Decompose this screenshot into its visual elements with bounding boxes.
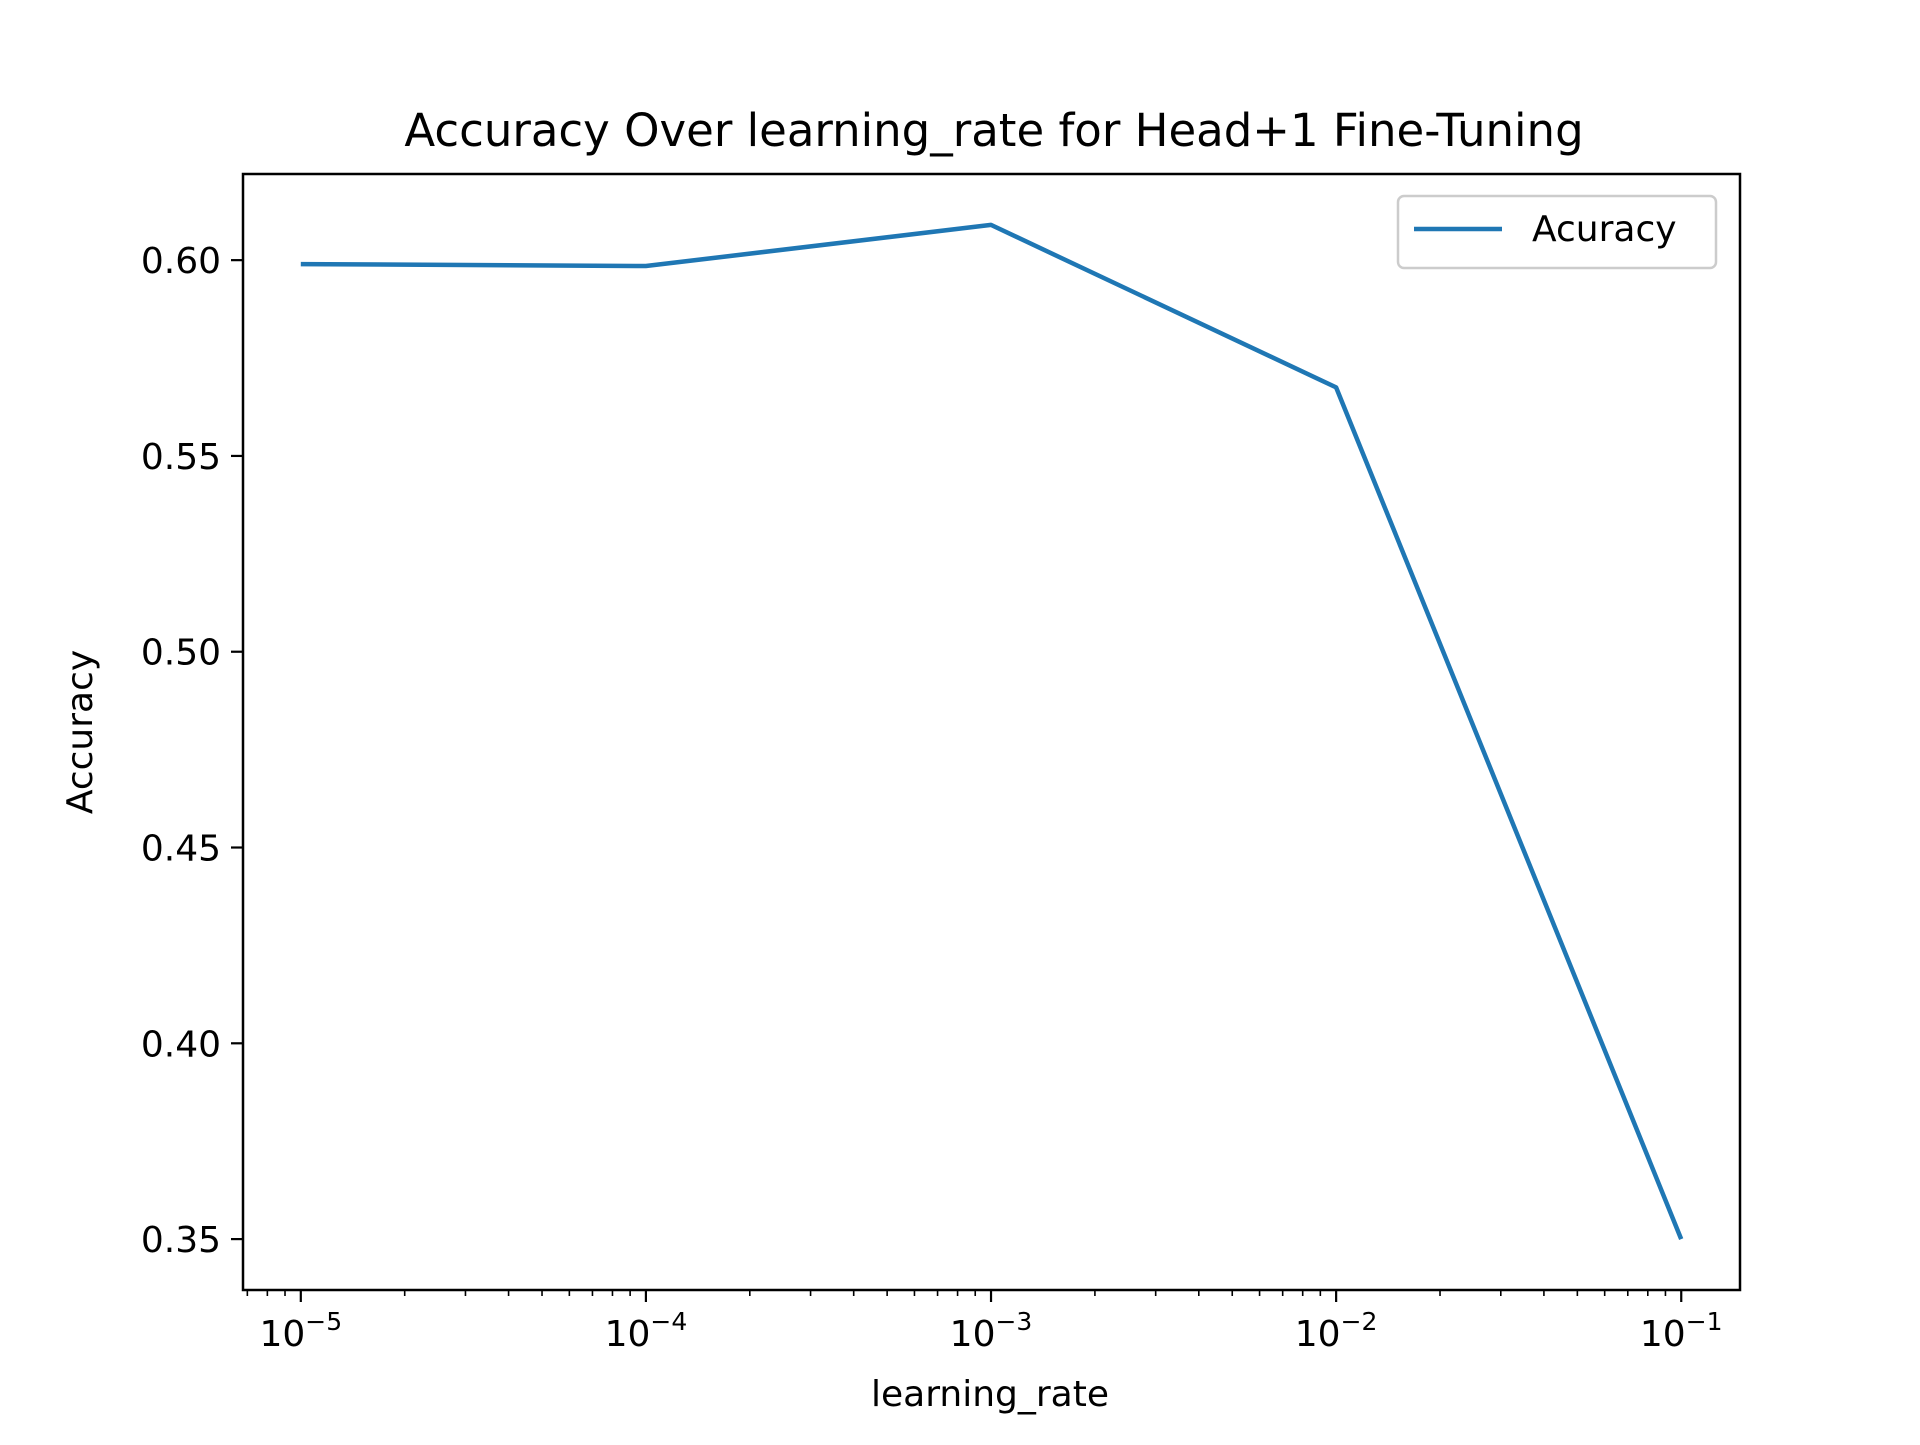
y-axis-title: Accuracy	[60, 650, 101, 814]
legend: Acuracy	[1396, 194, 1718, 270]
plot-frame	[241, 172, 1742, 1292]
y-tick-label: 0.60	[141, 241, 221, 282]
y-tick-label: 0.55	[141, 437, 221, 478]
series-layer	[300, 222, 1684, 1240]
y-axis: 0.35 0.40 0.45 0.50 0.55 0.60	[141, 241, 243, 1261]
x-tick-label-base: 10	[259, 1314, 305, 1355]
y-tick-label: 0.35	[141, 1220, 221, 1261]
x-tick-label-exponent: −1	[1686, 1307, 1723, 1336]
plot-area: 0.350.400.450.500.550.60 10−5 10−4 10−3 10−…	[141, 172, 1742, 1355]
x-tick-label-exponent: −5	[305, 1307, 342, 1336]
x-tick-label: 10−2	[1295, 1307, 1378, 1355]
x-tick-label-base: 10	[1295, 1314, 1341, 1355]
x-tick-label: 10−1	[1640, 1307, 1723, 1355]
y-tick-label: 0.45	[141, 829, 221, 870]
x-tick-label: 10−3	[950, 1307, 1033, 1355]
legend-label: Acuracy	[1532, 209, 1677, 250]
x-tick-label: 10−4	[605, 1307, 688, 1355]
y-tick-label: 0.50	[141, 633, 221, 674]
y-tick-label: 0.40	[141, 1024, 221, 1065]
x-tick-label-exponent: −2	[1341, 1307, 1378, 1336]
series-line-0	[300, 222, 1684, 1240]
legend-box	[1396, 194, 1718, 270]
x-tick-label-base: 10	[605, 1314, 651, 1355]
x-tick-label-exponent: −3	[995, 1307, 1032, 1336]
x-tick-label: 10−5	[259, 1307, 342, 1355]
x-tick-label-base: 10	[1640, 1314, 1686, 1355]
x-tick-label-base: 10	[950, 1314, 996, 1355]
x-axis-title: learning_rate	[871, 1374, 1109, 1415]
x-axis: 10−5 10−4 10−3 10−2 10−1	[246, 1290, 1723, 1355]
chart-title: Accuracy Over learning_rate for Head+1 F…	[404, 104, 1583, 157]
x-tick-label-exponent: −4	[650, 1307, 687, 1336]
